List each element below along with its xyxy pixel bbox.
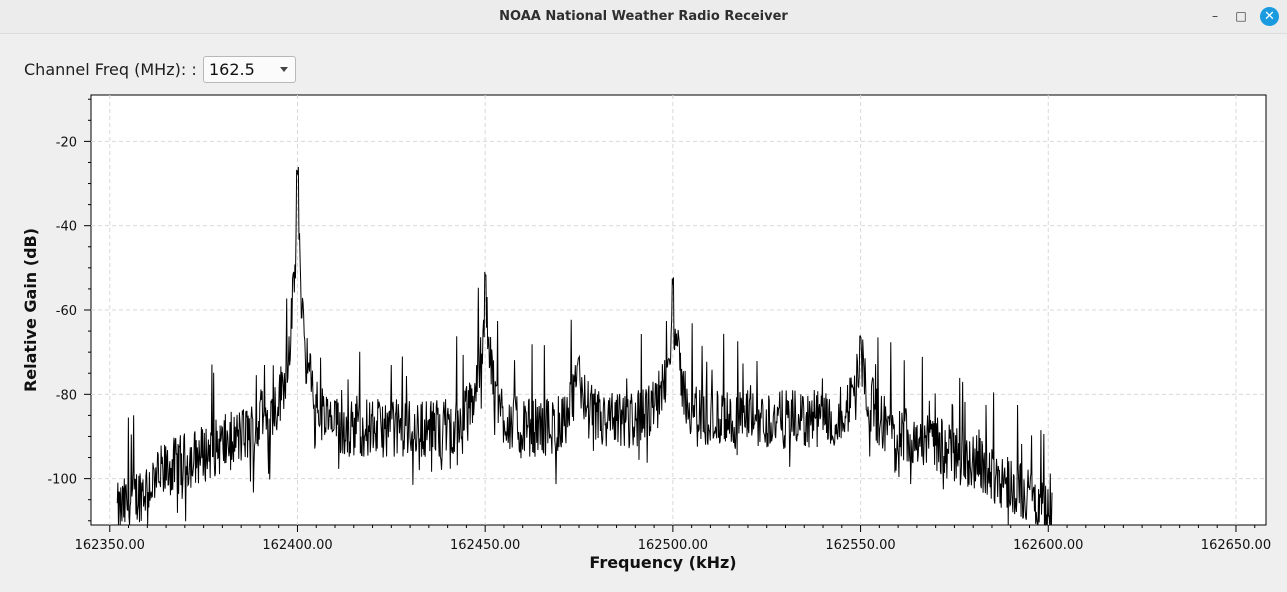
y-tick-label: -80 bbox=[56, 388, 77, 403]
spectrum-trace bbox=[116, 166, 1053, 526]
y-axis-label: Relative Gain (dB) bbox=[21, 228, 40, 392]
y-tick-label: -20 bbox=[56, 135, 77, 150]
x-tick-label: 162550.00 bbox=[825, 538, 895, 553]
title-bar: NOAA National Weather Radio Receiver – □… bbox=[0, 0, 1287, 34]
x-tick-label: 162500.00 bbox=[638, 538, 708, 553]
maximize-icon[interactable]: □ bbox=[1235, 9, 1247, 23]
chevron-down-icon[interactable] bbox=[280, 67, 288, 72]
plot-axes: 162350.00 162400.00 162450.00 162500.00 1625… bbox=[47, 98, 1271, 553]
channel-freq-label: Channel Freq (MHz): : bbox=[24, 60, 197, 79]
y-tick-label: -40 bbox=[56, 220, 77, 235]
x-axis-label: Frequency (kHz) bbox=[589, 553, 736, 572]
x-tick-label: 162450.00 bbox=[450, 538, 520, 553]
channel-freq-value: 162.5 bbox=[209, 60, 255, 79]
x-tick-label: 162650.00 bbox=[1201, 538, 1271, 553]
channel-freq-select[interactable]: 162.5 bbox=[203, 56, 296, 83]
window-title: NOAA National Weather Radio Receiver bbox=[499, 9, 788, 24]
plot-grid bbox=[91, 95, 1266, 525]
y-tick-label: -100 bbox=[47, 473, 77, 488]
close-icon[interactable]: ✕ bbox=[1260, 7, 1279, 26]
x-tick-label: 162400.00 bbox=[262, 538, 332, 553]
x-tick-label: 162350.00 bbox=[75, 538, 145, 553]
x-tick-label: 162600.00 bbox=[1013, 538, 1083, 553]
y-tick-label: -60 bbox=[56, 304, 77, 319]
minimize-icon[interactable]: – bbox=[1212, 9, 1218, 23]
